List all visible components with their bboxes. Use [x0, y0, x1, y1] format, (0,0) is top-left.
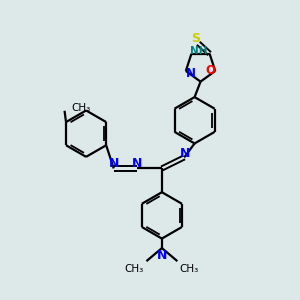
- Text: N: N: [180, 147, 190, 160]
- Text: CH₃: CH₃: [180, 263, 199, 274]
- Text: N: N: [157, 249, 167, 262]
- Text: S: S: [191, 32, 200, 45]
- Text: N: N: [186, 68, 196, 80]
- Text: N: N: [131, 157, 142, 170]
- Text: N: N: [109, 157, 119, 170]
- Text: NH: NH: [190, 46, 207, 56]
- Text: O: O: [205, 64, 215, 77]
- Text: CH₃: CH₃: [125, 263, 144, 274]
- Text: CH₃: CH₃: [71, 103, 90, 113]
